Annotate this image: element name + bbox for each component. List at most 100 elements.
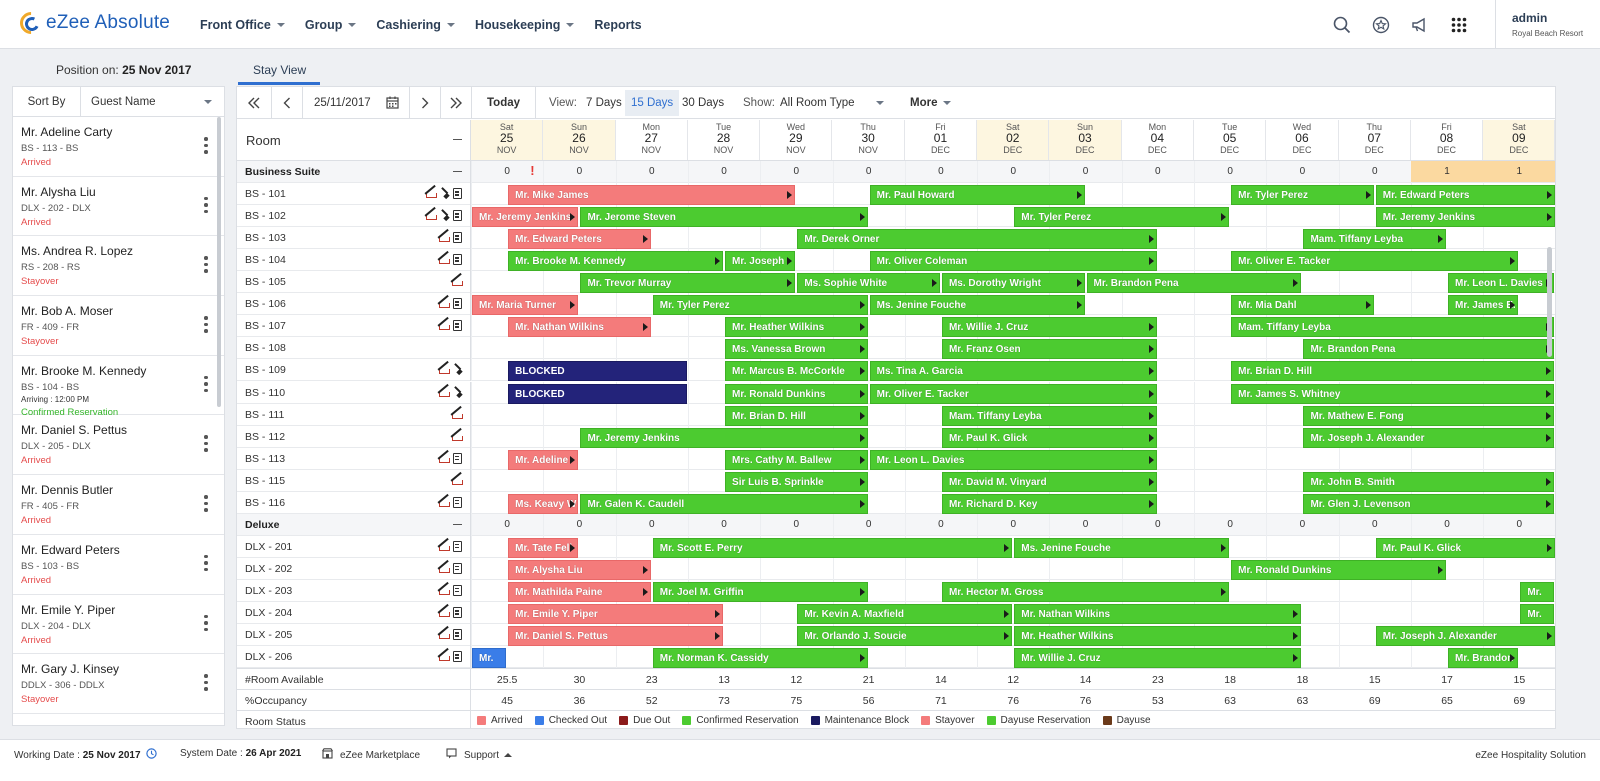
reservation-bar[interactable]: Mr. Scott E. Perry bbox=[652, 537, 1013, 558]
room-label[interactable]: BS - 106 bbox=[237, 293, 471, 316]
no-smoking-icon[interactable] bbox=[438, 232, 450, 243]
reservation-bar[interactable]: Mr. Tate Feli bbox=[508, 537, 579, 558]
more-vertical-icon[interactable] bbox=[204, 554, 208, 575]
no-smoking-icon[interactable] bbox=[438, 607, 450, 618]
marketplace-link[interactable]: eZee Marketplace bbox=[322, 748, 420, 762]
more-menu[interactable]: More bbox=[910, 87, 952, 118]
reservation-bar[interactable]: Mr. Paul K. Glick bbox=[1375, 537, 1555, 558]
reservation-bar[interactable]: Mr. Richard D. Key bbox=[941, 493, 1157, 514]
guest-card[interactable]: Mr. Daniel S. Pettus DLX - 205 - DLX Arriv… bbox=[13, 415, 224, 476]
more-vertical-icon[interactable] bbox=[204, 256, 208, 276]
support-menu[interactable]: Support bbox=[446, 748, 513, 762]
reservation-bar[interactable]: Mr. bbox=[472, 648, 507, 669]
more-vertical-icon[interactable] bbox=[204, 614, 208, 635]
no-smoking-icon[interactable] bbox=[451, 431, 463, 442]
reservation-bar[interactable]: Mam. Tiffany Leyba bbox=[941, 405, 1157, 426]
room-label[interactable]: BS - 113 bbox=[237, 447, 471, 470]
maintenance-block[interactable]: BLOCKED bbox=[508, 383, 687, 404]
room-label[interactable]: BS - 105 bbox=[237, 271, 471, 294]
room-note-icon[interactable] bbox=[453, 188, 462, 200]
today-button[interactable]: Today bbox=[487, 96, 521, 109]
room-note-icon[interactable] bbox=[453, 562, 462, 574]
more-vertical-icon[interactable] bbox=[204, 435, 208, 455]
room-note-icon[interactable] bbox=[453, 298, 462, 310]
reservation-bar[interactable]: Mrs. Cathy M. Ballew bbox=[725, 449, 868, 470]
collapse-icon[interactable] bbox=[453, 523, 462, 525]
room-note-icon[interactable] bbox=[453, 607, 462, 618]
reservation-bar[interactable]: Mr. James S. Whitney bbox=[1231, 383, 1555, 404]
star-badge-icon[interactable] bbox=[1370, 14, 1392, 36]
guest-card[interactable]: Mr. Dennis Butler FR - 405 - FR Arrived bbox=[13, 475, 224, 535]
reservation-bar[interactable]: Mr. Brandon bbox=[1448, 648, 1519, 669]
room-label[interactable]: BS - 103 bbox=[237, 227, 471, 250]
previous-button[interactable] bbox=[272, 87, 302, 118]
reservation-bar[interactable]: Mr. Jerome Steven bbox=[580, 207, 868, 228]
reservation-bar[interactable]: Sir Luis B. Sprinkle bbox=[725, 471, 868, 492]
room-note-icon[interactable] bbox=[453, 210, 462, 222]
housekeeping-broom-icon[interactable] bbox=[452, 387, 462, 398]
housekeeping-broom-icon[interactable] bbox=[439, 210, 449, 221]
no-smoking-icon[interactable] bbox=[438, 585, 450, 596]
no-smoking-icon[interactable] bbox=[438, 387, 450, 398]
room-label[interactable]: DLX - 201 bbox=[237, 535, 471, 558]
reservation-bar[interactable]: Mr. Orlando J. Soucie bbox=[797, 626, 1013, 647]
no-smoking-icon[interactable] bbox=[438, 563, 450, 574]
guest-card[interactable]: Mr. Alysha Liu DLX - 202 - DLX Arrived bbox=[13, 177, 224, 237]
reservation-bar[interactable]: Mr. Nathan Wilkins bbox=[508, 317, 651, 338]
reservation-bar[interactable]: Mr. Nathan Wilkins bbox=[1014, 604, 1302, 624]
nav-housekeeping[interactable]: Housekeeping bbox=[475, 18, 575, 32]
room-label[interactable]: DLX - 205 bbox=[237, 624, 471, 647]
reservation-bar[interactable]: Mr. Ronald Dunkins bbox=[1231, 559, 1447, 580]
no-smoking-icon[interactable] bbox=[438, 497, 450, 508]
reservation-bar[interactable]: Mr. Joseph J. Alexander bbox=[1303, 427, 1555, 448]
reservation-bar[interactable]: Mr. Brandon Pena bbox=[1303, 339, 1555, 360]
reservation-bar[interactable]: Ms. Jenine Fouche bbox=[1014, 537, 1230, 558]
room-note-icon[interactable] bbox=[453, 232, 462, 244]
room-note-icon[interactable] bbox=[453, 540, 462, 552]
reservation-bar[interactable]: Mr. Joseph bbox=[725, 251, 796, 272]
reservation-bar[interactable]: Mr. Brian D. Hill bbox=[725, 405, 868, 426]
reservation-bar[interactable]: Mr. Mia Dahl bbox=[1231, 295, 1374, 316]
reservation-bar[interactable]: Mr. Emile Y. Piper bbox=[508, 604, 724, 624]
view-15-days[interactable]: 15 Days bbox=[625, 90, 680, 116]
more-vertical-icon[interactable] bbox=[204, 137, 208, 157]
reservation-bar[interactable]: Mr. Edward Peters bbox=[508, 229, 651, 250]
reservation-bar[interactable]: Mr. Oliver E. Tacker bbox=[1231, 251, 1519, 272]
room-label[interactable]: DLX - 202 bbox=[237, 557, 471, 580]
tab-stay-view[interactable]: Stay View bbox=[238, 58, 320, 85]
room-label[interactable]: BS - 108 bbox=[237, 337, 471, 360]
housekeeping-broom-icon[interactable] bbox=[452, 364, 462, 375]
reservation-bar[interactable]: Mr. Tyler Perez bbox=[652, 295, 868, 316]
jump-forward-button[interactable] bbox=[441, 87, 471, 118]
reservation-bar[interactable]: Mr. Jeremy Jenkins bbox=[472, 207, 579, 228]
room-label[interactable]: BS - 107 bbox=[237, 315, 471, 338]
user-menu[interactable]: admin Royal Beach Resort bbox=[1495, 0, 1600, 49]
nav-cashiering[interactable]: Cashiering bbox=[376, 18, 455, 32]
reservation-bar[interactable]: Mr. James E. bbox=[1448, 295, 1519, 316]
room-label[interactable]: BS - 111 bbox=[237, 403, 471, 426]
room-type-select[interactable]: All Room Type bbox=[780, 87, 884, 118]
reservation-bar[interactable]: Mr. Mike James bbox=[508, 185, 796, 206]
reservation-bar[interactable]: Mr. Kevin A. Maxfield bbox=[797, 604, 1013, 624]
maintenance-block[interactable]: BLOCKED bbox=[508, 361, 687, 382]
reservation-bar[interactable]: Mam. Tiffany Leyba bbox=[1231, 317, 1555, 338]
reservation-bar[interactable]: Mr. Mathew E. Fong bbox=[1303, 405, 1555, 426]
collapse-icon[interactable] bbox=[453, 171, 462, 172]
reservation-bar[interactable]: Mr. Maria Turner bbox=[472, 295, 579, 316]
reservation-bar[interactable]: Mr. Paul Howard bbox=[869, 185, 1085, 206]
reservation-bar[interactable]: Ms. Dorothy Wright bbox=[941, 273, 1085, 294]
reservation-bar[interactable]: Mr. Brandon Pena bbox=[1086, 273, 1302, 294]
nav-group[interactable]: Group bbox=[305, 18, 357, 32]
reservation-bar[interactable]: Mr. Hector M. Gross bbox=[941, 581, 1230, 602]
room-note-icon[interactable] bbox=[453, 629, 462, 641]
room-note-icon[interactable] bbox=[453, 320, 462, 332]
room-label[interactable]: BS - 116 bbox=[237, 491, 471, 514]
reservation-bar[interactable]: Mr. Paul K. Glick bbox=[941, 427, 1157, 448]
no-smoking-icon[interactable] bbox=[425, 188, 437, 199]
more-vertical-icon[interactable] bbox=[204, 375, 208, 396]
reservation-bar[interactable]: Mr. Norman K. Cassidy bbox=[652, 648, 868, 669]
reservation-bar[interactable]: Ms. Jenine Fouche bbox=[869, 295, 1085, 316]
nav-front-office[interactable]: Front Office bbox=[200, 18, 285, 32]
reservation-bar[interactable]: Mr. Willie J. Cruz bbox=[941, 317, 1157, 338]
room-note-icon[interactable] bbox=[453, 584, 462, 596]
